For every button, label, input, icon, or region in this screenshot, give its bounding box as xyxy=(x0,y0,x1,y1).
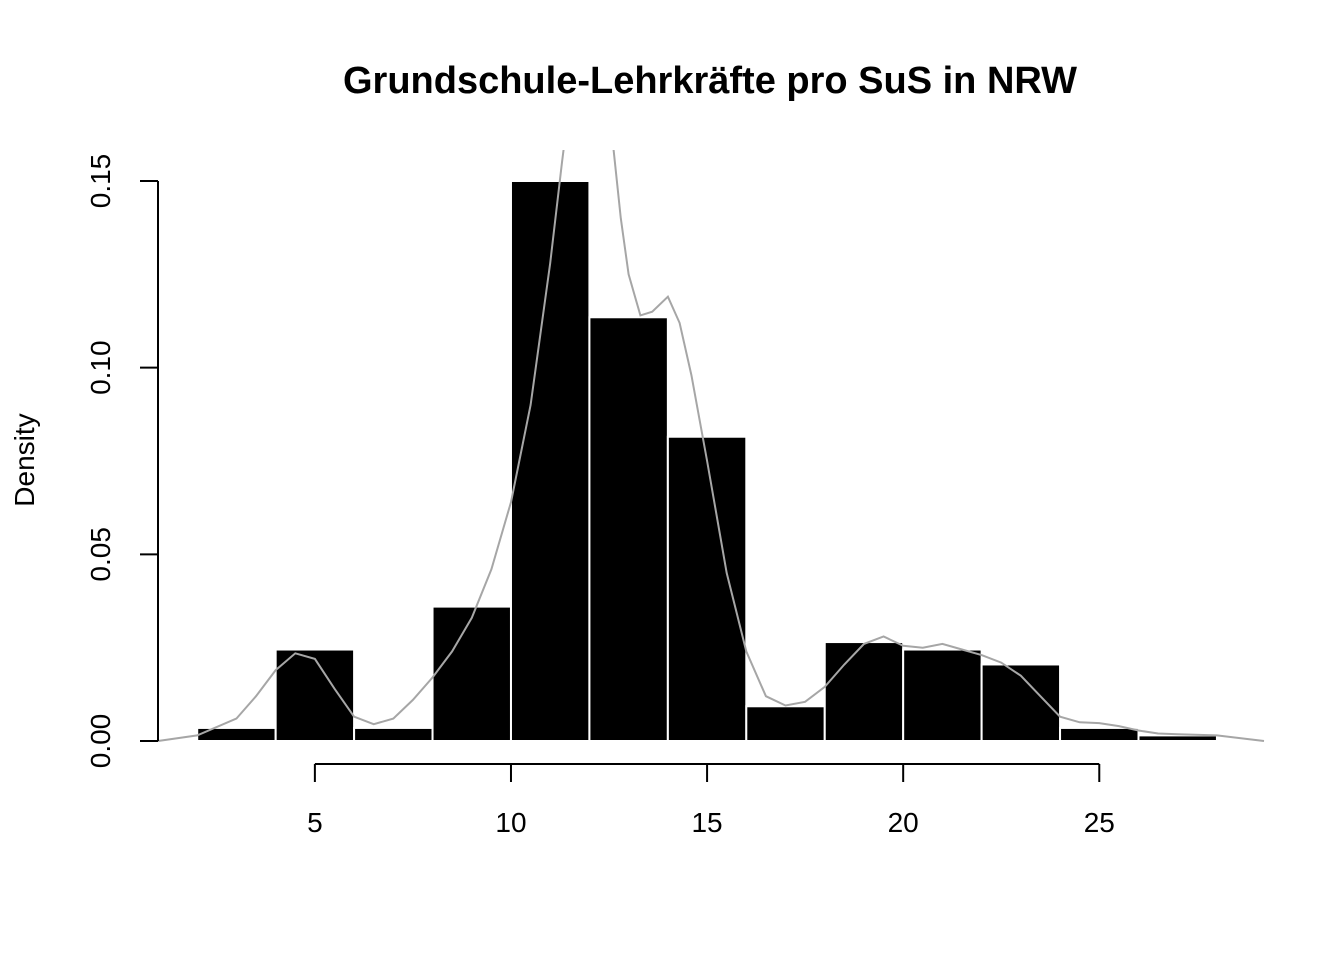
y-tick-label: 0.15 xyxy=(85,154,116,209)
y-axis: 0.00 0.05 0.10 0.15 xyxy=(85,154,159,769)
x-tick-label: 20 xyxy=(888,807,919,838)
density-curve-layer xyxy=(157,150,1265,742)
histogram-bar xyxy=(745,705,826,743)
histogram-bar xyxy=(274,648,356,742)
x-tick-label: 10 xyxy=(495,807,526,838)
y-tick-label: 0.10 xyxy=(85,340,116,395)
histogram-bar xyxy=(1137,734,1218,743)
histogram-bar xyxy=(902,648,983,742)
histogram-bar xyxy=(431,605,512,742)
x-tick-label: 5 xyxy=(307,807,323,838)
chart-title: Grundschule-Lehrkräfte pro SuS in NRW xyxy=(343,60,1077,102)
histogram-bars xyxy=(196,180,1218,743)
x-axis: 5 10 15 20 25 xyxy=(307,763,1115,838)
histogram-bar xyxy=(353,726,434,743)
y-tick-label: 0.00 xyxy=(85,714,116,769)
histogram-bar xyxy=(666,435,748,742)
x-tick-label: 15 xyxy=(691,807,722,838)
x-tick-label: 25 xyxy=(1084,807,1115,838)
y-tick-label: 0.05 xyxy=(85,527,116,582)
histogram-bar xyxy=(588,316,669,742)
histogram-bar xyxy=(1059,726,1140,743)
density-curve xyxy=(157,150,1265,742)
y-axis-label: Density xyxy=(9,413,40,506)
histogram-bar xyxy=(823,641,905,742)
